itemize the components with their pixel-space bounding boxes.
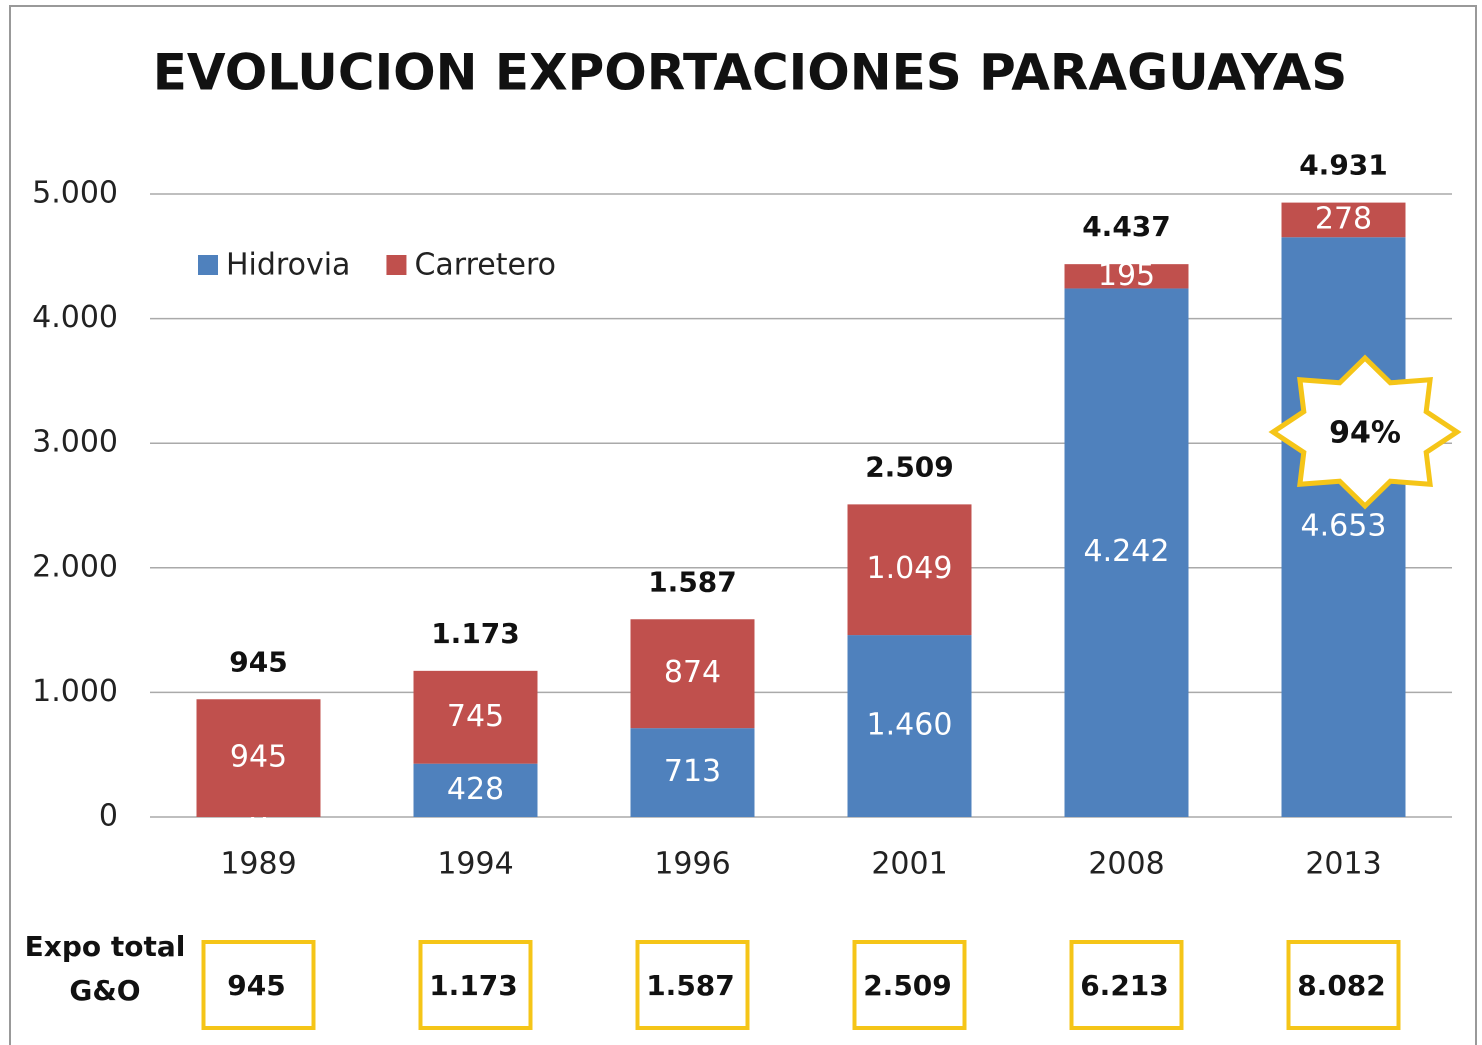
expo-box — [635, 940, 750, 1030]
y-tick-label: 0 — [99, 799, 118, 834]
x-tick-label: 1996 — [654, 847, 730, 882]
y-tick-label: 3.000 — [32, 425, 118, 460]
y-tick-label: 4.000 — [32, 300, 118, 335]
expo-value: 8.082 — [1297, 969, 1386, 1002]
expo-value: 945 — [227, 969, 285, 1002]
expo-value: 6.213 — [1080, 969, 1169, 1002]
bar-segment — [630, 619, 755, 729]
value-label: 1.049 — [867, 551, 953, 586]
bar-segment — [1064, 288, 1189, 818]
value-label: 278 — [1315, 201, 1372, 236]
expo-label: G&O — [69, 974, 140, 1007]
bar-segment — [847, 504, 972, 636]
total-label: 2.509 — [865, 450, 954, 483]
bar-segment — [630, 728, 755, 817]
bar-segment — [196, 699, 321, 817]
legend-label: Carretero — [414, 248, 556, 283]
legend-label: Hidrovia — [226, 248, 350, 283]
value-label: 713 — [664, 754, 721, 789]
total-label: 4.437 — [1082, 210, 1171, 243]
expo-value: 1.173 — [429, 969, 518, 1002]
bar-segment — [1281, 237, 1406, 817]
total-label: 945 — [229, 645, 287, 678]
frame — [9, 5, 1477, 1045]
bar-segment — [1064, 264, 1189, 289]
value-label: 1.460 — [867, 708, 953, 743]
value-label: 745 — [447, 699, 504, 734]
expo-box — [852, 940, 967, 1030]
x-tick-label: 2008 — [1088, 847, 1164, 882]
expo-value: 2.509 — [863, 969, 952, 1002]
expo-label: Expo total — [25, 930, 186, 963]
value-label: 874 — [664, 655, 721, 690]
y-tick-label: 1.000 — [32, 674, 118, 709]
annotation-star — [1268, 354, 1462, 510]
x-tick-label: 1989 — [220, 847, 296, 882]
legend-swatch — [198, 255, 218, 275]
bar-segment — [847, 635, 972, 817]
value-label: 428 — [447, 772, 504, 807]
total-label: 1.587 — [648, 565, 737, 598]
bar-segment — [413, 763, 538, 817]
y-tick-label: 5.000 — [32, 176, 118, 211]
expo-value: 1.587 — [646, 969, 735, 1002]
bar-segment — [413, 670, 538, 764]
x-tick-label: 1994 — [437, 847, 513, 882]
legend-swatch — [386, 255, 407, 275]
value-label: 195 — [1098, 258, 1155, 293]
x-tick-label: 2001 — [871, 847, 947, 882]
total-label: 4.931 — [1299, 149, 1388, 182]
expo-box — [201, 940, 316, 1030]
value-label: 4.653 — [1301, 509, 1387, 544]
value-label: 945 — [230, 740, 287, 775]
annotation-text: 94% — [1329, 416, 1401, 451]
total-label: 1.173 — [431, 617, 520, 650]
bar-segment — [1281, 202, 1406, 238]
value-label: 4.242 — [1084, 534, 1170, 569]
y-tick-label: 2.000 — [32, 549, 118, 584]
expo-box — [1286, 940, 1401, 1030]
expo-box — [1069, 940, 1184, 1030]
expo-box — [418, 940, 533, 1030]
chart-title: EVOLUCION EXPORTACIONES PARAGUAYAS — [153, 44, 1348, 102]
x-tick-label: 2013 — [1305, 847, 1381, 882]
